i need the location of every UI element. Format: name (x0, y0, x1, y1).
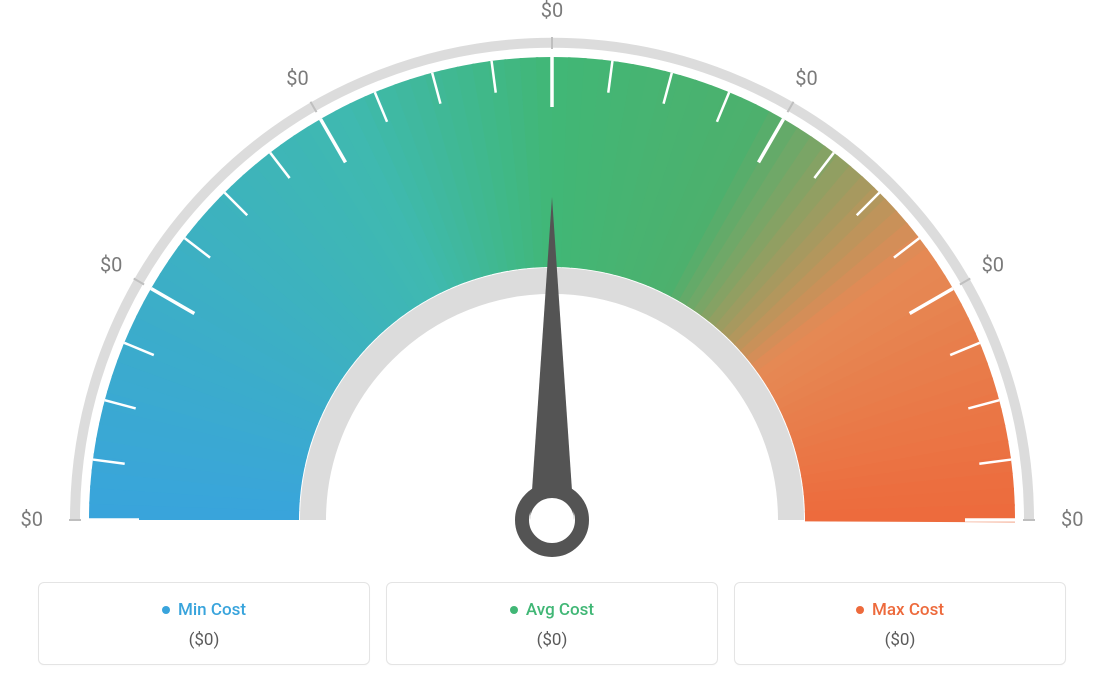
gauge-wrap: $0 $0 $0 $0 $0 $0 $0 (0, 0, 1104, 570)
gauge-tick-label: $0 (286, 66, 308, 90)
legend-value: ($0) (399, 630, 705, 650)
legend-dot (856, 606, 864, 614)
legend-value: ($0) (747, 630, 1053, 650)
gauge-tick-label: $0 (1061, 507, 1083, 531)
gauge-chart-container: $0$0$0$0$0$0$0Min Cost($0)Avg Cost($0)Ma… (0, 0, 1104, 690)
legend-label-text: Min Cost (178, 600, 246, 620)
gauge-tick-label: $0 (100, 253, 122, 277)
legend-card: Min Cost ($0) (38, 582, 370, 665)
gauge-tick-label: $0 (21, 507, 43, 531)
legend-label-text: Max Cost (872, 600, 944, 620)
gauge-hub-inner (530, 498, 574, 542)
legend-row: Min Cost ($0) Avg Cost ($0) Max Cost ($0) (0, 570, 1104, 665)
legend-label-text: Avg Cost (526, 600, 594, 620)
legend-dot (510, 606, 518, 614)
legend-card: Max Cost ($0) (734, 582, 1066, 665)
legend-value: ($0) (51, 630, 357, 650)
legend-card: Avg Cost ($0) (386, 582, 718, 665)
gauge-svg: $0 $0 $0 $0 $0 $0 $0 (0, 0, 1104, 570)
legend-label: Min Cost (162, 600, 246, 620)
gauge-tick-label: $0 (982, 253, 1004, 277)
legend-dot (162, 606, 170, 614)
gauge-tick-label: $0 (795, 66, 817, 90)
legend-label: Max Cost (856, 600, 944, 620)
legend-label: Avg Cost (510, 600, 594, 620)
gauge-tick-label: $0 (541, 0, 563, 22)
